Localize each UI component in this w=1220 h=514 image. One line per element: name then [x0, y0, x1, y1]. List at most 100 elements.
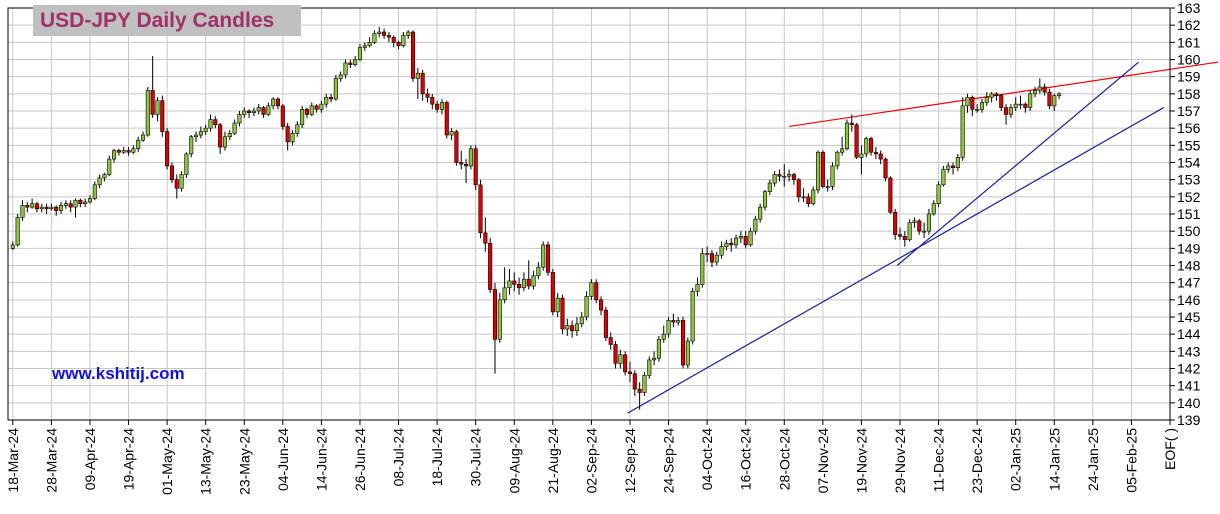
candle-body — [1037, 86, 1042, 91]
y-tick-label: 139 — [1177, 412, 1201, 428]
candle-body — [589, 282, 594, 297]
candle-body — [579, 316, 584, 325]
candle-body — [632, 373, 637, 390]
candle-body — [840, 148, 845, 153]
candle-body — [382, 31, 387, 36]
x-tick-label: 01-May-24 — [159, 428, 175, 495]
y-tick-label: 149 — [1177, 240, 1201, 256]
candle-body — [145, 90, 150, 136]
candle-body — [406, 31, 411, 36]
candle-body — [464, 163, 469, 167]
candle-body — [671, 320, 676, 323]
y-tick-label: 161 — [1177, 34, 1201, 50]
candle-body — [30, 203, 35, 208]
axes: 1391401411421431441451461471481491501511… — [5, 0, 1201, 495]
candle-body — [34, 203, 39, 210]
candle-body — [189, 136, 194, 155]
candle-body — [295, 124, 300, 134]
candle-body — [333, 78, 338, 100]
candle-body — [155, 100, 160, 115]
candle-body — [304, 108, 309, 115]
y-tick-label: 162 — [1177, 17, 1201, 33]
candle-body — [314, 105, 319, 110]
candle-body — [1032, 90, 1038, 95]
title-box — [33, 5, 301, 36]
candle-body — [772, 174, 777, 184]
y-tick-label: 143 — [1177, 343, 1201, 359]
candle-body — [796, 179, 801, 198]
candle-body — [112, 150, 117, 160]
y-tick-label: 156 — [1177, 120, 1201, 136]
x-tick-label: 23-Dec-24 — [969, 428, 985, 494]
candle-body — [377, 31, 382, 35]
candle-body — [811, 189, 816, 204]
candle-body — [734, 237, 739, 246]
candle-body — [97, 177, 102, 186]
candle-body — [391, 36, 396, 43]
candle-body — [599, 299, 604, 311]
x-tick-label: 29-Nov-24 — [892, 428, 908, 494]
x-tick-label: EOF( ) — [1162, 428, 1178, 470]
candle-body — [666, 320, 671, 335]
candle-body — [194, 134, 199, 138]
candle-body — [136, 139, 141, 150]
candle-body — [415, 72, 420, 79]
candle-body — [242, 110, 247, 115]
candle-body — [888, 177, 893, 213]
candle-body — [121, 150, 126, 153]
candle-body — [541, 244, 546, 268]
chart-title: USD-JPY Daily Candles — [40, 9, 274, 32]
candle-body — [54, 206, 59, 211]
candle-body — [266, 105, 271, 115]
y-tick-label: 159 — [1177, 69, 1201, 85]
candle-body — [362, 45, 367, 48]
candle-body — [989, 93, 994, 98]
y-tick-label: 146 — [1177, 292, 1201, 308]
candle-body — [560, 297, 565, 330]
x-tick-label: 04-Oct-24 — [699, 428, 715, 490]
y-tick-label: 153 — [1177, 172, 1201, 188]
candle-body — [724, 242, 729, 247]
candle-body — [787, 174, 792, 177]
candle-body — [758, 206, 763, 220]
x-tick-label: 12-Sep-24 — [622, 428, 638, 494]
candle-body — [999, 95, 1004, 108]
candle-body — [290, 133, 295, 143]
candle-body — [637, 388, 642, 393]
y-tick-label: 145 — [1177, 309, 1201, 325]
candle-body — [222, 136, 228, 148]
candle-body — [107, 158, 112, 175]
candle-body — [680, 320, 686, 366]
x-tick-label: 08-Jul-24 — [391, 428, 407, 487]
candle-body — [719, 246, 724, 256]
candle-body — [777, 174, 782, 177]
candle-body — [444, 102, 449, 136]
candle-body — [570, 325, 575, 332]
candle-body — [912, 220, 917, 223]
y-tick-label: 147 — [1177, 275, 1201, 291]
x-tick-label: 14-Jun-24 — [313, 428, 329, 491]
candle-body — [256, 107, 261, 112]
x-tick-label: 23-May-24 — [236, 428, 252, 495]
candle-body — [975, 108, 980, 111]
candle-body — [902, 236, 907, 241]
y-tick-label: 157 — [1177, 103, 1201, 119]
x-tick-label: 14-Jan-25 — [1046, 428, 1062, 491]
x-tick-label: 13-May-24 — [198, 428, 214, 495]
candle-body — [309, 105, 314, 115]
candle-body — [348, 62, 353, 65]
candle-body — [49, 206, 54, 210]
candle-body — [247, 110, 252, 114]
trendline — [627, 107, 1165, 414]
candle-body — [565, 325, 570, 330]
candle-body — [955, 157, 960, 168]
candle-body — [661, 333, 666, 340]
candle-body — [343, 62, 348, 76]
candle-body — [502, 287, 507, 301]
candle-body — [483, 232, 488, 244]
candle-body — [87, 198, 93, 203]
candle-body — [526, 278, 531, 287]
candle-body — [478, 184, 483, 234]
candle-body — [536, 266, 541, 277]
